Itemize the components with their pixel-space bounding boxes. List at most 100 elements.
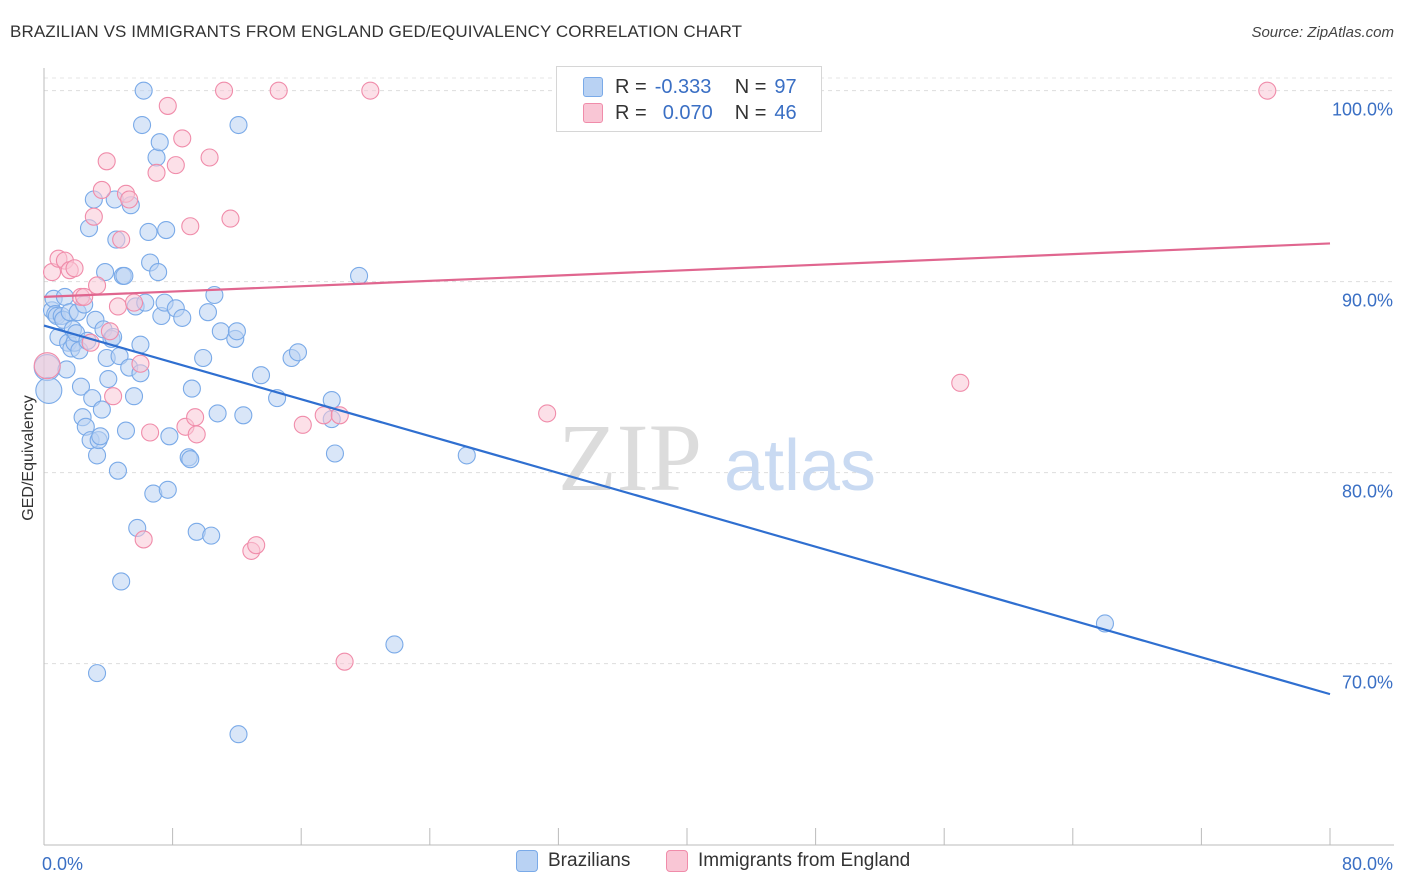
correlation-legend: R = -0.333 N = 97 R = 0.070 N = 46 bbox=[556, 66, 822, 132]
axes bbox=[43, 68, 1394, 846]
legend-label-england: Immigrants from England bbox=[698, 850, 911, 871]
point-england bbox=[75, 287, 94, 306]
legend-label-brazilians: Brazilians bbox=[548, 850, 631, 871]
point-england bbox=[147, 163, 166, 182]
point-brazilians bbox=[173, 308, 192, 327]
point-brazilians bbox=[35, 376, 63, 405]
point-brazilians bbox=[157, 221, 176, 240]
point-brazilians bbox=[87, 664, 107, 683]
point-england bbox=[361, 81, 380, 100]
data-points bbox=[33, 81, 1277, 744]
point-brazilians bbox=[181, 450, 200, 469]
r-value: -0.333 bbox=[654, 75, 712, 98]
legend-row-brazilians: R = -0.333 N = 97 bbox=[583, 74, 797, 100]
point-england bbox=[97, 152, 116, 171]
r-value: 0.070 bbox=[662, 101, 713, 124]
point-england bbox=[124, 293, 144, 312]
x-tick-label: 0.0% bbox=[42, 854, 83, 874]
n-value: 97 bbox=[774, 75, 797, 98]
point-brazilians bbox=[91, 427, 110, 446]
point-brazilians bbox=[251, 366, 271, 385]
point-brazilians bbox=[202, 526, 221, 545]
point-brazilians bbox=[133, 115, 152, 135]
y-tick-label: 90.0% bbox=[1342, 291, 1393, 311]
point-brazilians bbox=[234, 406, 253, 425]
point-brazilians bbox=[350, 266, 369, 285]
point-england bbox=[104, 387, 123, 406]
legend-swatch-brazilians bbox=[583, 77, 603, 97]
point-england bbox=[166, 156, 185, 175]
n-value: 46 bbox=[774, 101, 797, 124]
point-brazilians bbox=[147, 148, 166, 167]
point-brazilians bbox=[96, 263, 115, 282]
watermark: ZIP atlas bbox=[558, 404, 876, 511]
point-brazilians bbox=[288, 343, 308, 362]
point-brazilians bbox=[92, 400, 111, 419]
point-brazilians bbox=[87, 446, 107, 465]
point-brazilians bbox=[149, 263, 168, 282]
point-brazilians bbox=[116, 421, 136, 440]
point-england bbox=[120, 190, 139, 209]
legend-swatch-england bbox=[666, 850, 688, 872]
legend-item-brazilians[interactable]: Brazilians bbox=[516, 850, 630, 872]
point-brazilians bbox=[99, 369, 118, 389]
point-england bbox=[951, 373, 970, 392]
x-tick-label: 80.0% bbox=[1342, 854, 1393, 874]
series-legend: Brazilians Immigrants from England bbox=[0, 850, 1406, 878]
point-england bbox=[100, 322, 119, 341]
point-england bbox=[269, 81, 288, 100]
trend-line-england bbox=[43, 242, 1331, 298]
point-brazilians bbox=[124, 387, 144, 406]
grid-lines bbox=[44, 77, 1394, 665]
point-brazilians bbox=[229, 115, 248, 135]
point-england bbox=[173, 129, 192, 148]
n-label: N = bbox=[734, 101, 767, 124]
point-england bbox=[335, 652, 354, 671]
point-england bbox=[108, 297, 127, 316]
point-brazilians bbox=[194, 348, 213, 368]
point-england bbox=[87, 276, 107, 295]
point-brazilians bbox=[198, 303, 218, 322]
point-brazilians bbox=[229, 725, 248, 744]
y-tick-labels: 100.0% 90.0% 80.0% 70.0% bbox=[1332, 100, 1393, 693]
r-label: R = bbox=[615, 75, 647, 98]
n-label: N = bbox=[734, 75, 767, 98]
legend-swatch-brazilians bbox=[516, 850, 538, 872]
point-england bbox=[293, 415, 312, 434]
point-brazilians bbox=[158, 480, 177, 499]
point-england bbox=[538, 404, 557, 423]
point-england bbox=[65, 259, 84, 278]
y-tick-label: 80.0% bbox=[1342, 482, 1393, 502]
point-england bbox=[187, 425, 206, 444]
point-brazilians bbox=[134, 81, 153, 100]
point-brazilians bbox=[208, 404, 227, 423]
point-brazilians bbox=[115, 266, 134, 285]
point-england bbox=[33, 352, 61, 380]
watermark-zip: ZIP bbox=[558, 404, 702, 511]
point-england bbox=[131, 354, 150, 373]
point-brazilians bbox=[325, 444, 345, 463]
point-england bbox=[112, 230, 131, 249]
trend-lines bbox=[43, 242, 1331, 696]
chart-title: BRAZILIAN VS IMMIGRANTS FROM ENGLAND GED… bbox=[10, 22, 743, 41]
source-label: Source: ZipAtlas.com bbox=[1251, 24, 1394, 41]
point-brazilians bbox=[227, 322, 246, 341]
point-england bbox=[186, 408, 205, 427]
point-england bbox=[134, 530, 153, 549]
point-england bbox=[1258, 81, 1277, 100]
point-england bbox=[141, 423, 160, 442]
point-england bbox=[158, 96, 177, 115]
point-england bbox=[92, 180, 111, 200]
y-axis-label: GED/Equivalency bbox=[20, 395, 37, 520]
point-brazilians bbox=[150, 133, 169, 152]
legend-item-england[interactable]: Immigrants from England bbox=[666, 850, 910, 872]
point-england bbox=[214, 81, 234, 100]
point-brazilians bbox=[182, 379, 201, 398]
point-england bbox=[84, 207, 103, 226]
point-brazilians bbox=[385, 635, 404, 654]
point-england bbox=[181, 217, 200, 236]
r-label: R = bbox=[615, 101, 647, 124]
point-england bbox=[221, 209, 240, 228]
trend-line-brazilians bbox=[43, 324, 1331, 696]
